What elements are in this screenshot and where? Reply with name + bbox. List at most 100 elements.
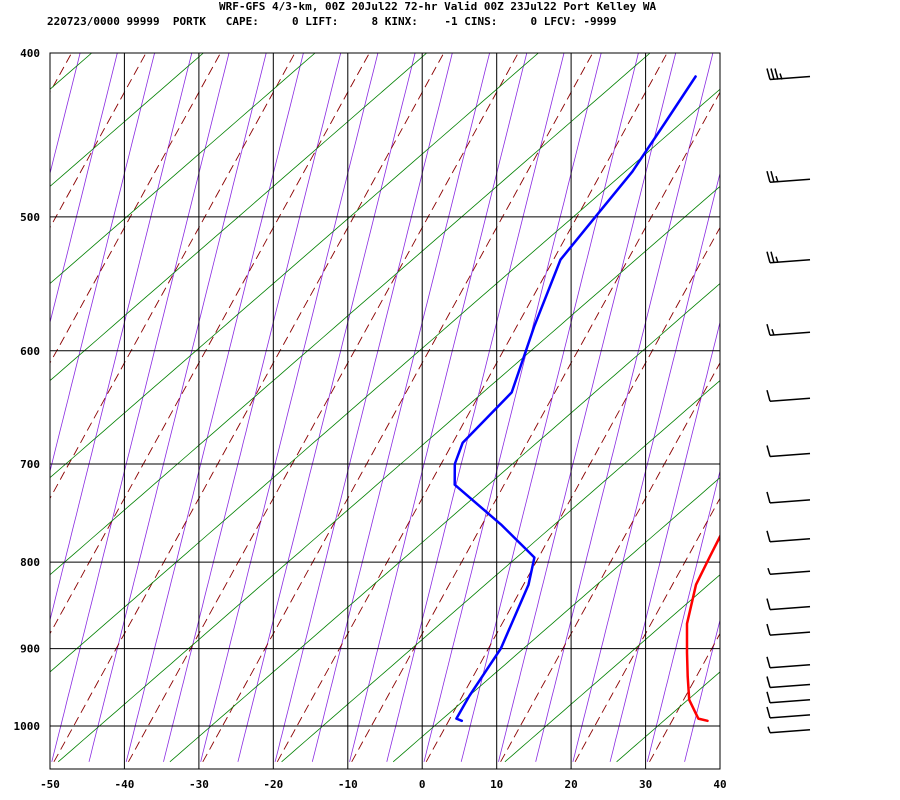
wind-barb	[767, 726, 811, 734]
moist-adiabat	[163, 53, 342, 762]
series-line-1	[453, 75, 697, 723]
wind-barb-staff	[769, 728, 811, 734]
wind-barb-staff	[769, 75, 811, 81]
wind-barb	[766, 598, 811, 611]
temperature-tick-label: -50	[40, 778, 60, 791]
dry-adiabat	[649, 632, 720, 763]
temperature-tick-label: -30	[189, 778, 209, 791]
moist-adiabat	[50, 53, 193, 622]
pressure-tick-label: 700	[20, 458, 40, 471]
wind-barb-staff	[769, 331, 811, 336]
moist-adiabat	[684, 618, 720, 762]
wind-barb-feather	[766, 530, 771, 542]
isohume-line	[169, 282, 720, 763]
wind-barb-staff	[769, 664, 811, 669]
moist-adiabat	[759, 34, 900, 761]
moist-adiabat	[871, 34, 900, 761]
moist-adiabat	[88, 53, 267, 762]
pressure-tick-label: 1000	[14, 720, 41, 733]
wind-barb	[766, 691, 811, 704]
moist-adiabat	[646, 469, 720, 762]
wind-barbs	[766, 68, 811, 734]
moist-adiabat	[796, 34, 900, 761]
moist-adiabat	[0, 34, 10, 761]
axis-ticks: 400 500 600 700 800 900 1000 -50 -40 -30 -20 -10 0 10…	[14, 47, 727, 791]
wind-barb-staff	[769, 570, 811, 575]
wind-barb-staff	[769, 258, 811, 264]
pressure-tick-label: 500	[20, 211, 40, 224]
wind-barb-feather	[766, 623, 771, 636]
temperature-tick-label: -20	[263, 778, 283, 791]
wind-barb	[767, 567, 811, 575]
wind-barb-feather	[766, 171, 771, 183]
background-guide-lines	[0, 34, 900, 763]
wind-barb-feather	[766, 706, 771, 719]
temperature-tick-label: 0	[419, 778, 426, 791]
wind-barb	[766, 445, 811, 458]
pressure-tick-label: 400	[20, 47, 40, 60]
moist-adiabat	[498, 53, 677, 762]
wind-barb-feather	[766, 324, 771, 336]
moist-adiabat	[125, 53, 304, 762]
moist-adiabat	[460, 53, 639, 762]
moist-adiabat	[50, 53, 118, 324]
wind-barb-feather	[770, 251, 775, 263]
wind-barb-staff	[769, 683, 811, 689]
wind-barb-staff	[769, 605, 811, 611]
dry-adiabat	[50, 53, 296, 500]
pressure-tick-label: 800	[20, 556, 40, 569]
wind-barb-feather	[766, 656, 771, 668]
wind-barb-feather	[766, 491, 771, 504]
wind-barb-staff	[769, 178, 811, 183]
temperature-tick-label: 10	[490, 778, 503, 791]
series-line-0	[685, 533, 720, 723]
wind-barb-staff	[769, 452, 811, 458]
plot-frame	[49, 52, 721, 770]
wind-barb-feather	[770, 68, 775, 80]
wind-barb-staff	[769, 499, 811, 504]
dry-adiabat	[53, 53, 445, 763]
moist-adiabat	[423, 53, 602, 762]
wind-barb-feather	[766, 68, 771, 80]
dry-adiabat	[50, 53, 73, 94]
chart-title: WRF-GFS 4/3-km, 00Z 20Jul22 72-hr Valid …	[219, 0, 657, 13]
isohume-line	[50, 53, 540, 479]
isohume-line	[0, 34, 2, 761]
wind-barb-staff	[769, 714, 811, 719]
wind-barb-half-feather	[779, 73, 783, 80]
dry-adiabat	[873, 34, 900, 761]
moist-adiabat	[609, 320, 720, 762]
wind-barb-feather	[766, 598, 771, 610]
temperature-tick-label: -40	[114, 778, 134, 791]
wind-barb-feather	[766, 251, 771, 263]
dry-adiabat	[202, 53, 594, 763]
temperature-tick-label: 30	[639, 778, 652, 791]
wind-barb	[766, 390, 811, 402]
wind-barb-feather	[766, 691, 771, 703]
wind-barb-staff	[769, 397, 811, 402]
isohume-line	[728, 34, 900, 761]
dry-adiabat	[500, 361, 720, 763]
wind-barb-feather	[774, 68, 779, 80]
temperature-tick-label: 40	[713, 778, 726, 791]
dry-adiabat	[0, 34, 7, 761]
isohume-line	[392, 477, 720, 763]
wind-barb	[766, 68, 811, 81]
moist-adiabat	[349, 53, 528, 762]
temperature-tick-label: 20	[564, 778, 577, 791]
wind-barb-half-feather	[775, 256, 779, 263]
isohume-line	[840, 34, 900, 761]
dry-adiabat	[574, 497, 720, 763]
temperature-tick-label: -10	[338, 778, 358, 791]
moist-adiabat	[386, 53, 565, 762]
wind-barb	[766, 171, 811, 183]
wind-barb-staff	[769, 699, 811, 704]
moist-adiabat	[274, 53, 453, 762]
wind-barb-feather	[766, 676, 771, 688]
wind-barb	[766, 491, 811, 504]
isohume-line	[281, 380, 720, 763]
isohume-line	[50, 53, 428, 382]
wind-barb	[766, 251, 811, 264]
wind-barb	[766, 324, 811, 336]
